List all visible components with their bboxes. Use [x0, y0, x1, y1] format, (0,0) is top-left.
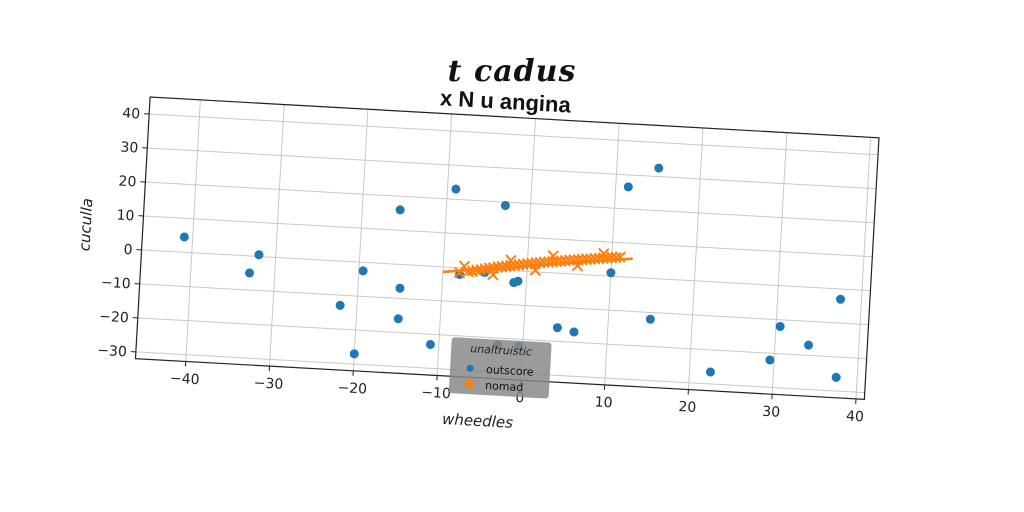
point-outscore: [831, 372, 841, 382]
point-outscore: [451, 184, 461, 194]
point-nomad-stroke: [487, 269, 500, 281]
y-tick-label: 0: [123, 242, 133, 258]
legend-box: [448, 337, 552, 399]
point-outscore: [705, 367, 715, 377]
y-tick-label: −20: [99, 309, 129, 327]
point-nomad: [547, 249, 559, 262]
point-outscore: [804, 340, 814, 350]
point-outscore: [245, 268, 255, 278]
legend-title: unaltruistic: [470, 342, 532, 358]
point-nomad: [504, 254, 517, 267]
point-outscore: [425, 339, 435, 349]
grid-line-x: [352, 109, 369, 371]
point-outscore: [500, 201, 510, 211]
point-outscore: [654, 163, 664, 173]
grid-line-x: [771, 132, 788, 395]
point-nomad: [597, 247, 610, 260]
x-tick-label: 10: [594, 394, 613, 411]
grid-line-x: [520, 118, 536, 381]
point-nomad: [487, 268, 500, 281]
x-axis-label: wheedles: [442, 410, 514, 432]
x-tick-label: 40: [846, 408, 865, 425]
grid-line-x: [436, 113, 453, 376]
grid-line-x: [855, 137, 872, 399]
y-tick-label: −10: [101, 275, 131, 293]
point-outscore: [569, 327, 579, 337]
point-outscore: [335, 300, 345, 310]
x-tick-label: 20: [678, 399, 697, 416]
chart-title: x N u angina: [439, 85, 572, 117]
point-outscore: [606, 268, 616, 278]
plot-area: −40 −30 −20 −10 0 10 20 30 40 −30 −20 −10 0 10 20 30 40 w…: [75, 85, 909, 449]
point-outscore: [552, 323, 562, 333]
y-tick-label: 40: [122, 106, 141, 123]
grid-line-y: [147, 147, 877, 190]
legend-marker-nomad: [465, 379, 474, 389]
x-tick-label: 0: [515, 390, 525, 406]
point-nomad-stroke: [547, 250, 559, 262]
point-outscore: [254, 250, 264, 260]
point-outscore: [349, 349, 359, 359]
point-nomad-stroke: [466, 265, 479, 277]
y-axis-label: cuculla: [75, 198, 96, 252]
point-outscore: [395, 283, 405, 293]
grid-line-x: [687, 127, 704, 390]
point-outscore: [455, 270, 465, 280]
point-nomad: [466, 265, 479, 278]
grid-line-x: [185, 99, 201, 362]
point-outscore: [645, 314, 655, 324]
y-tick-label: 10: [116, 207, 135, 224]
x-tick-label: −40: [170, 371, 200, 389]
point-outscore: [358, 266, 368, 276]
point-outscore: [836, 294, 846, 304]
point-outscore: [623, 182, 633, 192]
grid-line-y: [145, 181, 875, 224]
point-outscore: [179, 232, 189, 242]
x-tick-label: −30: [253, 375, 283, 393]
point-outscore: [395, 205, 405, 215]
point-nomad-stroke: [597, 248, 610, 260]
scatter-chart: −40 −30 −20 −10 0 10 20 30 40 −30 −20 −10 0 10 20 30 40 w…: [75, 85, 880, 432]
point-outscore: [775, 322, 785, 332]
point-outscore: [513, 276, 523, 286]
grid-line-y: [149, 113, 879, 156]
y-tick-label: −30: [97, 343, 127, 361]
grid-line-y: [139, 283, 869, 326]
x-tick-label: −20: [337, 380, 367, 398]
y-tick-label: 30: [120, 140, 139, 157]
legend-marker-outscore: [466, 364, 474, 372]
point-outscore: [765, 355, 775, 365]
nomad-trend-line: [442, 257, 633, 274]
legend-label-outscore: outscore: [486, 363, 534, 379]
legend-label-nomad: nomad: [485, 379, 524, 394]
point-outscore: [393, 314, 403, 324]
figure-title: t cadus: [447, 54, 577, 89]
x-tick-label: −10: [421, 385, 451, 403]
point-nomad-stroke: [529, 264, 542, 276]
grid-line-y: [143, 215, 873, 258]
y-tick-label: 20: [118, 173, 137, 190]
grid-line-y: [137, 317, 867, 360]
x-tick-label: 30: [762, 404, 781, 421]
point-nomad-stroke: [504, 254, 517, 266]
grid-line-x: [269, 104, 285, 367]
